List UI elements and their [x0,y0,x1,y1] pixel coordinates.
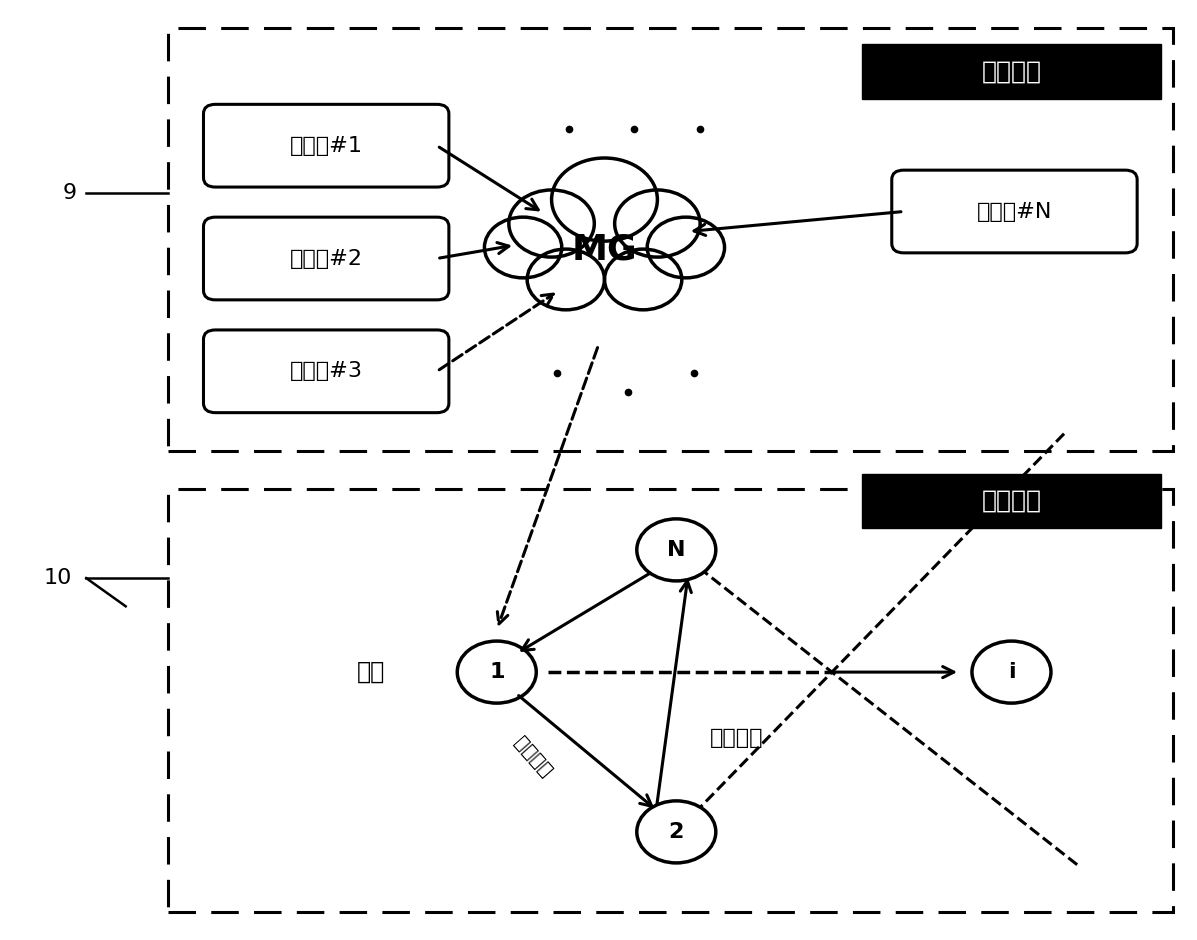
Bar [168,489,1173,912]
Text: 变换器#2: 变换器#2 [290,248,363,269]
Text: 变换器#N: 变换器#N [977,201,1052,222]
Text: 节点: 节点 [357,660,385,684]
Circle shape [642,212,730,283]
FancyBboxPatch shape [203,217,449,300]
Bar [862,44,1161,99]
Text: 10: 10 [43,568,72,588]
FancyBboxPatch shape [892,170,1137,253]
Circle shape [503,185,600,262]
Circle shape [546,153,663,246]
Text: 1: 1 [490,662,504,682]
Circle shape [609,185,706,262]
FancyBboxPatch shape [203,330,449,413]
Text: MG: MG [572,232,637,266]
Circle shape [972,641,1051,703]
Text: 2: 2 [669,822,683,842]
Text: 通信网络: 通信网络 [982,489,1041,513]
Text: 9: 9 [62,182,77,203]
Text: 变换器#3: 变换器#3 [290,361,363,382]
FancyBboxPatch shape [203,104,449,187]
Text: 电力网络: 电力网络 [982,59,1041,84]
Bar [168,28,1173,451]
Circle shape [457,641,536,703]
Circle shape [637,801,716,863]
Text: i: i [1008,662,1015,682]
Text: 变换器#1: 变换器#1 [290,135,363,156]
Text: 通信边沿: 通信边沿 [510,733,555,780]
Text: N: N [667,540,686,560]
Bar [862,474,1161,528]
Text: 三次控制: 三次控制 [710,728,762,748]
Circle shape [637,519,716,581]
Circle shape [479,212,567,283]
Circle shape [521,244,610,315]
Circle shape [598,244,688,315]
